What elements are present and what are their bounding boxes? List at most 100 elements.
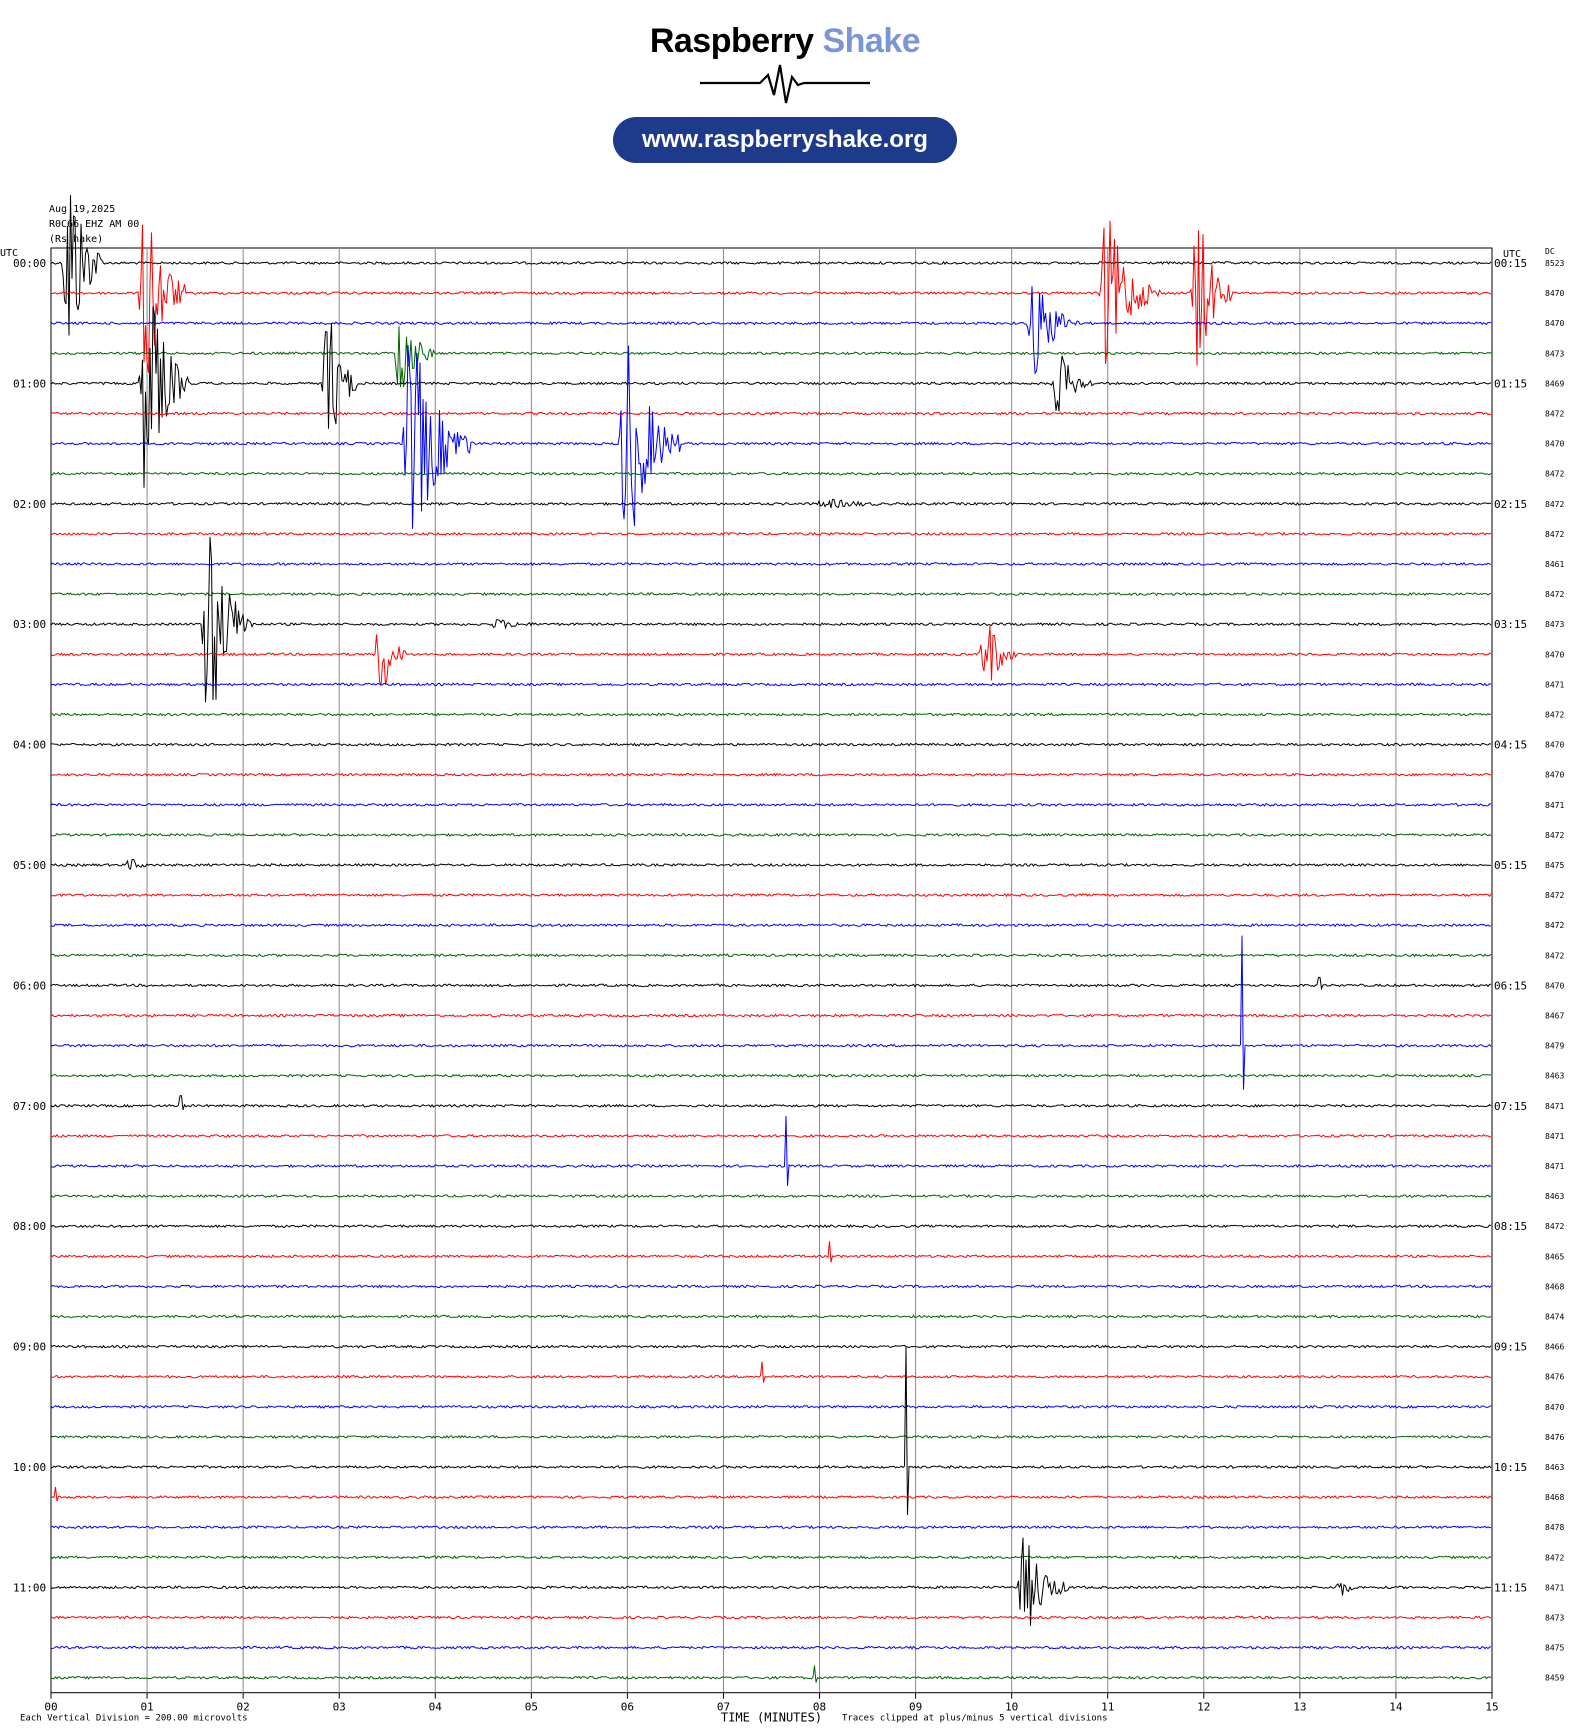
left-time-label: 06:00 — [13, 979, 46, 992]
dc-value: 8476 — [1545, 1373, 1564, 1382]
dc-value: 8476 — [1545, 1433, 1564, 1442]
trace-row-5 — [50, 411, 1492, 416]
dc-value: 8472 — [1545, 951, 1564, 960]
dc-value: 8523 — [1545, 259, 1564, 268]
footer-scale-note: Each Vertical Division = 200.00 microvol… — [20, 1714, 248, 1724]
header-source: (Rs hake) — [49, 234, 104, 245]
dc-value: 8473 — [1545, 1614, 1564, 1623]
dc-value: 8472 — [1545, 1553, 1564, 1562]
dc-value: 8475 — [1545, 861, 1564, 870]
right-time-label: 00:15 — [1494, 257, 1527, 270]
header-station: R0C66 EHZ AM 00 — [49, 219, 140, 230]
trace-row-29 — [50, 1133, 1492, 1138]
x-tick-label: 15 — [1485, 1701, 1498, 1714]
x-tick-label: 14 — [1389, 1701, 1403, 1714]
dc-value: 8466 — [1545, 1343, 1564, 1352]
footer-clip-note: Traces clipped at plus/minus 5 vertical … — [842, 1714, 1108, 1724]
trace-row-46 — [51, 1645, 1492, 1650]
dc-value: 8468 — [1545, 1493, 1564, 1502]
dc-value: 8472 — [1545, 891, 1564, 900]
left-axis-title: UTC — [0, 248, 18, 259]
left-time-label: 11:00 — [13, 1581, 46, 1594]
seismic-wave-icon — [700, 64, 870, 104]
dc-value: 8471 — [1545, 1583, 1564, 1592]
dc-value: 8463 — [1545, 1072, 1564, 1081]
chart-grid — [50, 247, 1493, 1699]
right-time-label: 04:15 — [1494, 739, 1527, 752]
dc-value: 8471 — [1545, 801, 1564, 810]
trace-row-11 — [50, 592, 1492, 597]
trace-row-1 — [50, 220, 1492, 373]
dc-value: 8472 — [1545, 590, 1564, 599]
right-time-label: 06:15 — [1494, 979, 1527, 992]
dc-value: 8472 — [1545, 500, 1564, 509]
dc-value: 8470 — [1545, 981, 1564, 990]
trace-row-32 — [50, 1224, 1492, 1229]
dc-value: 8472 — [1545, 470, 1564, 479]
trace-row-36 — [50, 1344, 1492, 1349]
dc-value: 8470 — [1545, 650, 1564, 659]
dc-value: 8459 — [1545, 1674, 1564, 1683]
trace-row-39 — [50, 1434, 1492, 1439]
trace-row-6 — [50, 345, 1492, 529]
trace-row-28 — [50, 1095, 1492, 1110]
chart-labels: 00 01 02 03 04 05 06 07 08 09 10 11 12 13 14 15 8523 8470… — [0, 247, 1564, 1725]
logo-word-raspberry: Raspberry — [649, 22, 814, 60]
raspberry-shake-logo: Raspberry Shake — [0, 22, 1570, 107]
x-tick-label: 07 — [717, 1701, 730, 1714]
x-tick-label: 01 — [140, 1701, 153, 1714]
left-time-label: 09:00 — [13, 1341, 46, 1354]
dc-value: 8468 — [1545, 1282, 1564, 1291]
trace-row-18 — [50, 802, 1492, 807]
trace-row-3 — [50, 326, 1492, 388]
dc-value: 8470 — [1545, 771, 1564, 780]
right-time-label: 05:15 — [1494, 859, 1527, 872]
trace-row-12 — [50, 536, 1492, 703]
logo-word-shake: Shake — [822, 22, 921, 60]
right-time-label: 03:15 — [1494, 618, 1527, 631]
right-axis-title: UTC — [1503, 249, 1521, 260]
trace-row-40 — [50, 1346, 1492, 1516]
website-url-badge[interactable]: www.raspberryshake.org — [613, 117, 957, 163]
dc-value: 8472 — [1545, 530, 1564, 539]
trace-row-25 — [50, 1013, 1491, 1018]
left-time-label: 05:00 — [13, 859, 46, 872]
dc-value: 8471 — [1545, 1102, 1564, 1111]
trace-row-14 — [50, 682, 1492, 687]
trace-row-31 — [50, 1193, 1492, 1199]
trace-row-44 — [50, 1537, 1492, 1626]
trace-row-27 — [50, 1073, 1492, 1078]
chart-traces — [50, 195, 1492, 1683]
dc-value: 8472 — [1545, 711, 1564, 720]
logo-wordmark: Raspberry Shake — [0, 22, 1570, 61]
trace-row-43 — [50, 1555, 1492, 1560]
trace-row-2 — [50, 286, 1492, 375]
right-time-label: 10:15 — [1494, 1461, 1527, 1474]
trace-row-0 — [50, 195, 1492, 336]
x-tick-label: 05 — [525, 1701, 538, 1714]
x-tick-label: 00 — [44, 1701, 57, 1714]
trace-row-13 — [50, 625, 1492, 686]
left-time-label: 00:00 — [13, 257, 46, 270]
dc-value: 8474 — [1545, 1313, 1564, 1322]
x-axis-title: TIME (MINUTES) — [721, 1711, 822, 1725]
trace-row-23 — [50, 953, 1492, 958]
dc-title: DC — [1545, 247, 1555, 256]
trace-row-35 — [50, 1314, 1492, 1319]
trace-row-37 — [50, 1361, 1491, 1383]
dc-value: 8469 — [1545, 379, 1564, 388]
trace-row-10 — [50, 561, 1492, 567]
dc-value: 8479 — [1545, 1042, 1564, 1051]
station-header: Aug 19,2025 R0C66 EHZ AM 00 (Rs hake) — [49, 202, 139, 247]
trace-row-24 — [50, 976, 1492, 991]
dc-value: 8470 — [1545, 741, 1564, 750]
x-tick-label: 09 — [909, 1701, 922, 1714]
x-tick-label: 08 — [813, 1701, 826, 1714]
left-time-label: 03:00 — [13, 618, 46, 631]
trace-row-38 — [50, 1404, 1492, 1409]
right-time-label: 07:15 — [1494, 1100, 1527, 1113]
trace-row-17 — [50, 772, 1492, 777]
dc-value: 8470 — [1545, 289, 1564, 298]
right-time-label: 09:15 — [1494, 1341, 1527, 1354]
right-time-label: 11:15 — [1494, 1581, 1527, 1594]
